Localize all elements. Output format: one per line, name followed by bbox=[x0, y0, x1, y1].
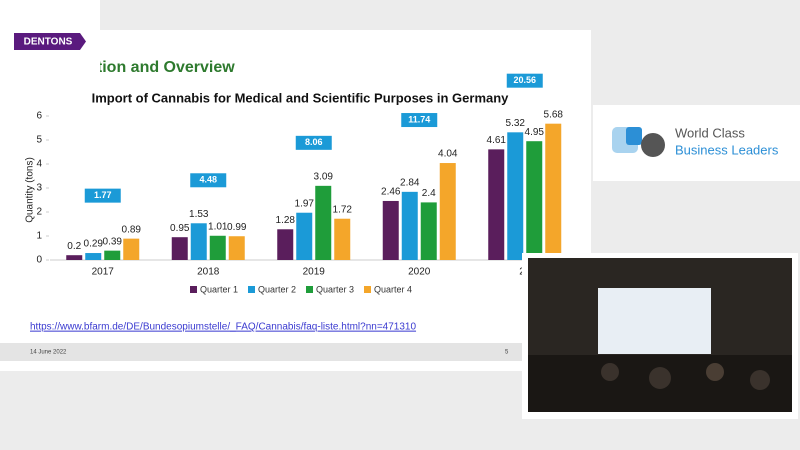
legend-swatch bbox=[364, 286, 371, 293]
data-label: 1.53 bbox=[189, 209, 209, 220]
y-axis-title: Quantity (tons) bbox=[25, 157, 36, 223]
y-tick-label: 2 bbox=[36, 207, 42, 218]
data-label: 4.95 bbox=[525, 127, 545, 138]
legend-swatch bbox=[190, 286, 197, 293]
sidebar-icon bbox=[626, 127, 642, 145]
legend-swatch bbox=[306, 286, 313, 293]
bar bbox=[190, 223, 207, 260]
data-label: 0.2 bbox=[67, 241, 81, 252]
x-tick-label: 2020 bbox=[408, 267, 431, 278]
data-label: 0.95 bbox=[170, 223, 190, 234]
data-label: 1.72 bbox=[333, 204, 353, 215]
sidebar-line: Business Leaders bbox=[675, 142, 779, 157]
data-label: 3.09 bbox=[314, 171, 334, 182]
total-box bbox=[401, 113, 438, 128]
data-label: 1.01 bbox=[208, 221, 228, 232]
y-tick-label: 1 bbox=[36, 231, 42, 242]
data-label: 4.04 bbox=[438, 149, 458, 160]
logo-text: DENTONS bbox=[24, 37, 73, 48]
data-label: 4.61 bbox=[487, 135, 507, 146]
y-tick-label: 4 bbox=[36, 159, 42, 170]
source-link[interactable]: https://www.bfarm.de/DE/Bundesopiumstell… bbox=[30, 322, 416, 333]
legend-swatch bbox=[248, 286, 255, 293]
bar bbox=[507, 132, 524, 260]
legend-label: Quarter 2 bbox=[258, 284, 296, 294]
total-label: 1.77 bbox=[94, 190, 112, 200]
y-tick-label: 0 bbox=[36, 255, 42, 266]
logo-tag bbox=[14, 33, 86, 50]
bar bbox=[334, 218, 351, 260]
video-person bbox=[706, 363, 724, 381]
bar bbox=[315, 185, 332, 260]
sidebar-icon bbox=[641, 133, 665, 157]
bar bbox=[277, 229, 294, 260]
bar bbox=[228, 236, 245, 260]
bar bbox=[171, 237, 188, 260]
total-box bbox=[506, 73, 543, 88]
slide-heading: ction and Overview bbox=[88, 59, 235, 76]
video-person bbox=[601, 363, 619, 381]
total-box bbox=[190, 173, 227, 188]
bar bbox=[85, 253, 102, 260]
total-box bbox=[295, 135, 332, 150]
x-tick-label: 2018 bbox=[197, 267, 220, 278]
y-tick-label: 5 bbox=[36, 135, 42, 146]
total-label: 8.06 bbox=[305, 137, 323, 147]
data-label: 0.99 bbox=[227, 222, 247, 233]
bar bbox=[439, 163, 456, 260]
total-label: 20.56 bbox=[513, 75, 536, 85]
legend-label: Quarter 3 bbox=[316, 284, 354, 294]
y-tick-label: 3 bbox=[36, 183, 42, 194]
bar bbox=[526, 141, 543, 260]
bar bbox=[420, 202, 437, 260]
bar bbox=[104, 250, 121, 260]
x-tick-label: 2019 bbox=[303, 267, 326, 278]
bar bbox=[296, 212, 313, 260]
x-tick-label: 2017 bbox=[92, 267, 115, 278]
sidebar-line: World Class bbox=[675, 125, 745, 140]
data-label: 5.32 bbox=[506, 118, 526, 129]
data-label: 2.4 bbox=[422, 188, 436, 199]
bar bbox=[382, 200, 399, 260]
footer-page: 5 bbox=[505, 350, 509, 356]
data-label: 5.68 bbox=[544, 109, 564, 120]
data-label: 1.97 bbox=[295, 198, 315, 209]
total-box bbox=[84, 188, 121, 203]
data-label: 0.89 bbox=[122, 224, 142, 235]
video-person bbox=[750, 370, 770, 390]
total-label: 4.48 bbox=[199, 175, 217, 185]
video-screen bbox=[598, 288, 711, 354]
data-label: 2.84 bbox=[400, 177, 420, 188]
data-label: 1.28 bbox=[276, 215, 296, 226]
legend-label: Quarter 1 bbox=[200, 284, 238, 294]
bar bbox=[209, 235, 226, 260]
chart: Import of Cannabis for Medical and Scien… bbox=[25, 73, 590, 294]
bar bbox=[488, 149, 505, 260]
video-person bbox=[649, 367, 671, 389]
footer-date: 14 June 2022 bbox=[30, 350, 67, 356]
bar bbox=[545, 123, 562, 261]
total-label: 11.74 bbox=[408, 114, 430, 124]
bar bbox=[401, 191, 418, 260]
data-label: 0.29 bbox=[84, 239, 104, 250]
chart-title: Import of Cannabis for Medical and Scien… bbox=[92, 90, 510, 105]
video-thumbnail bbox=[522, 253, 798, 419]
data-label: 2.46 bbox=[381, 187, 401, 198]
bar bbox=[66, 255, 83, 260]
data-label: 0.39 bbox=[103, 236, 123, 247]
slide-footer bbox=[0, 343, 591, 361]
legend-label: Quarter 4 bbox=[374, 284, 412, 294]
y-tick-label: 6 bbox=[36, 111, 42, 122]
bar bbox=[123, 238, 140, 260]
